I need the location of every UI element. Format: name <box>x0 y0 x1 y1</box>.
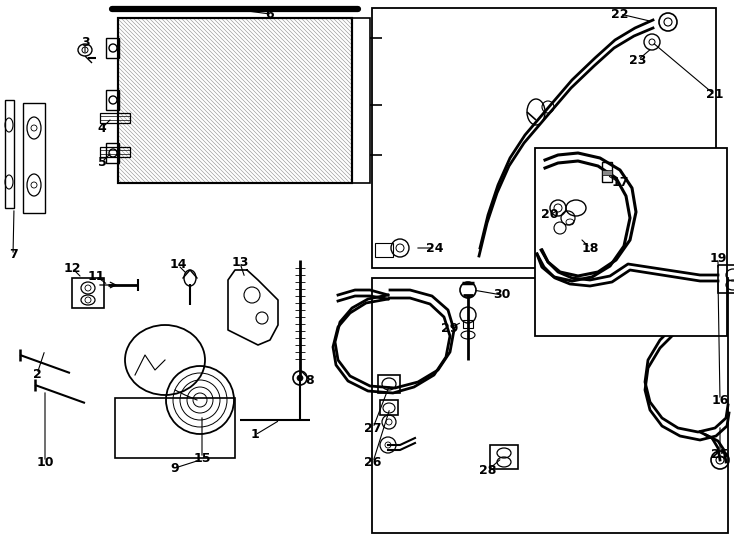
Text: 8: 8 <box>305 374 314 387</box>
Bar <box>380 400 398 415</box>
Text: 18: 18 <box>581 241 599 254</box>
Text: 10: 10 <box>36 456 54 469</box>
Bar <box>463 320 473 328</box>
Ellipse shape <box>297 375 303 381</box>
Text: 25: 25 <box>711 449 729 462</box>
Text: 16: 16 <box>711 394 729 407</box>
Bar <box>106 90 119 110</box>
Bar <box>372 8 716 268</box>
Text: 9: 9 <box>171 462 179 475</box>
Text: 1: 1 <box>250 429 259 442</box>
Bar <box>378 375 400 393</box>
Bar <box>118 18 352 183</box>
Bar <box>100 113 130 123</box>
Text: 19: 19 <box>709 252 727 265</box>
Text: 20: 20 <box>541 208 559 221</box>
Bar <box>106 38 119 58</box>
Bar <box>602 170 612 175</box>
Text: 21: 21 <box>706 89 724 102</box>
Text: 2: 2 <box>32 368 41 381</box>
Bar <box>602 162 612 182</box>
Text: 23: 23 <box>629 53 647 66</box>
Bar <box>118 18 352 183</box>
Text: 12: 12 <box>63 261 81 274</box>
Text: 5: 5 <box>98 156 106 168</box>
Text: 4: 4 <box>98 122 106 134</box>
Text: 29: 29 <box>441 321 459 334</box>
Bar <box>372 278 728 533</box>
Bar <box>72 278 104 308</box>
Bar <box>375 243 393 257</box>
Text: 24: 24 <box>426 241 444 254</box>
Text: 22: 22 <box>611 8 629 21</box>
Bar <box>23 103 45 213</box>
Text: 11: 11 <box>87 269 105 282</box>
Text: 30: 30 <box>493 288 511 301</box>
Text: 28: 28 <box>479 463 497 476</box>
Bar <box>100 147 130 157</box>
Text: 3: 3 <box>81 37 90 50</box>
Text: 15: 15 <box>193 451 211 464</box>
Text: 27: 27 <box>364 422 382 435</box>
Text: 6: 6 <box>266 8 275 21</box>
Bar <box>718 265 734 293</box>
Text: 26: 26 <box>364 456 382 469</box>
Bar <box>535 148 727 336</box>
Text: 13: 13 <box>231 256 249 269</box>
Text: 7: 7 <box>9 248 18 261</box>
Bar <box>5 100 14 208</box>
Text: 17: 17 <box>611 177 629 190</box>
Bar <box>115 398 235 458</box>
Bar <box>352 18 370 183</box>
Bar <box>106 143 119 163</box>
Bar <box>490 445 518 469</box>
Text: 14: 14 <box>170 259 186 272</box>
